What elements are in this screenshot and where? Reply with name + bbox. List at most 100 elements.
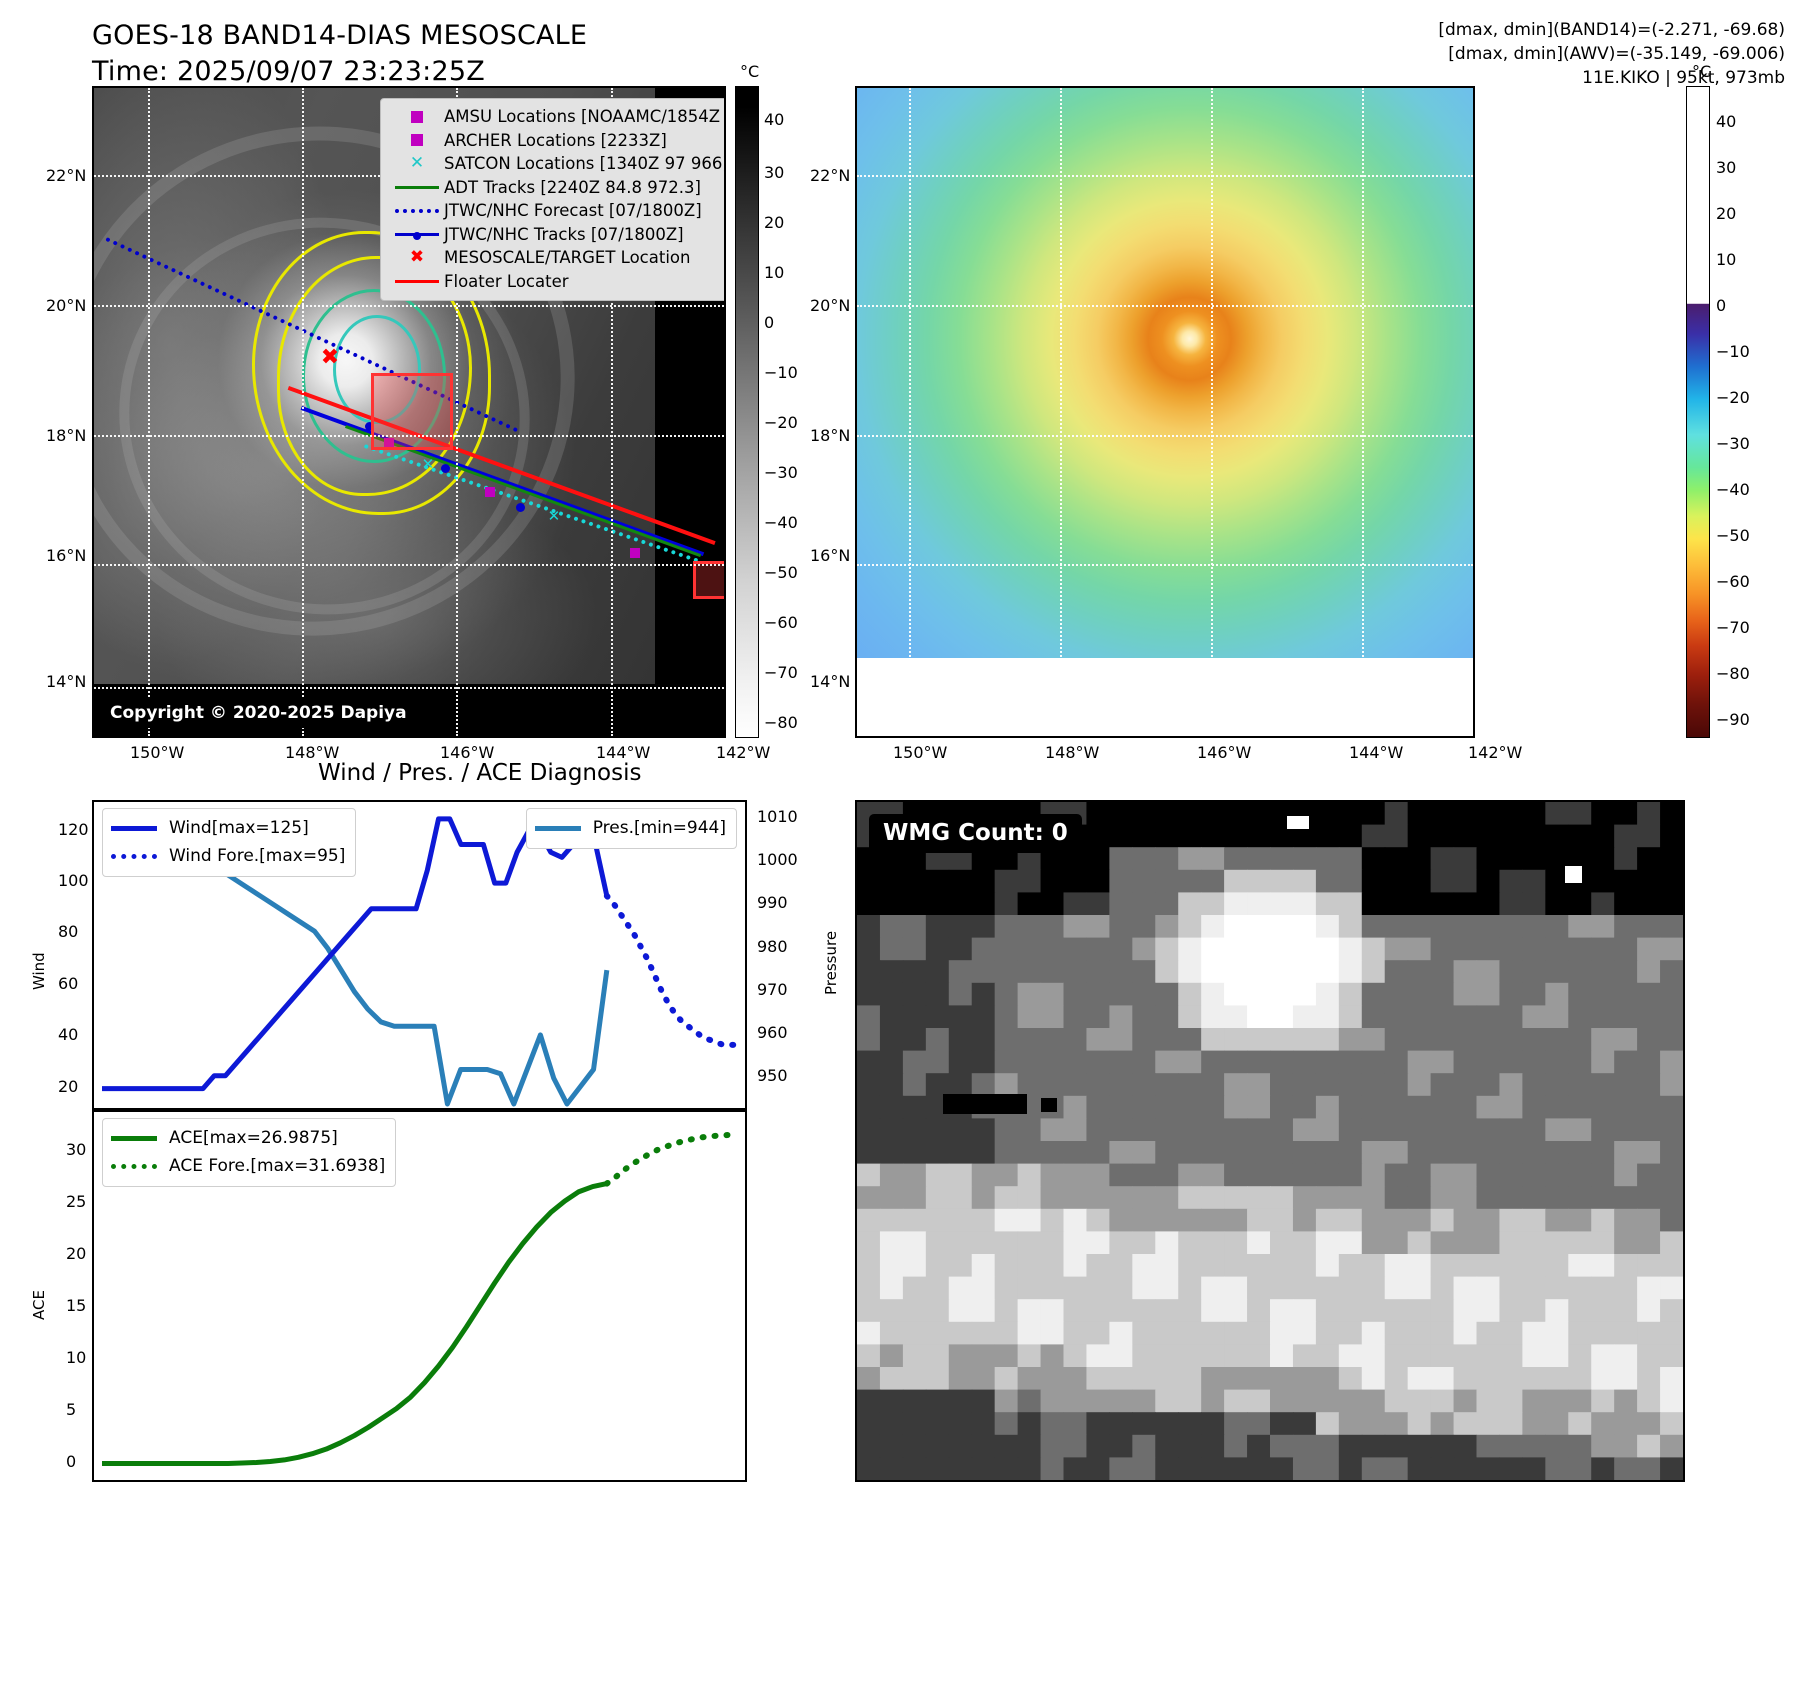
- axis-tick-label: 100: [58, 871, 89, 891]
- awv-cb-tick: −20: [1716, 388, 1750, 407]
- axis-tick-label: 980: [757, 936, 788, 956]
- legend-item: Wind[max=125]: [111, 814, 345, 842]
- line-icon: [390, 176, 444, 199]
- track-node: [516, 502, 526, 512]
- awv-xtick: 150°W: [893, 743, 948, 762]
- archer-location-marker: [484, 486, 495, 497]
- dotted-line-icon: [111, 853, 169, 859]
- awv-xtick: 144°W: [1349, 743, 1404, 762]
- dmax-band14-text: [dmax, dmin](BAND14)=(-2.271, -69.68): [1438, 20, 1785, 40]
- pressure-legend: Pres.[min=944]: [525, 808, 737, 849]
- pressure-axis-label: Pressure: [822, 930, 840, 995]
- awv-colorbar: [1686, 86, 1710, 738]
- axis-tick-label: 60: [58, 973, 79, 993]
- ir-ytick: 14°N: [46, 672, 87, 691]
- legend-item: Floater Locater: [390, 270, 724, 294]
- ir-xtick: 146°W: [440, 743, 495, 762]
- axis-tick-label: 15: [66, 1295, 87, 1315]
- wmg-panel[interactable]: WMG Count: 0: [855, 800, 1685, 1482]
- awv-ytick: 20°N: [810, 296, 851, 315]
- legend-item: ✖ MESOSCALE/TARGET Location: [390, 246, 724, 270]
- satcon-location-marker: ✕: [421, 455, 435, 474]
- wmg-count-badge: WMG Count: 0: [869, 814, 1082, 853]
- contour-cyan: [333, 314, 422, 425]
- awv-cb-tick: −10: [1716, 342, 1750, 361]
- wind-pressure-chart[interactable]: Wind[max=125] Wind Fore.[max=95] Pres.[m…: [92, 800, 747, 1110]
- legend-item: ARCHER Locations [2233Z]: [390, 129, 724, 153]
- legend-item: Wind Fore.[max=95]: [111, 842, 345, 870]
- ir-ytick: 22°N: [46, 166, 87, 185]
- ace-plot: [102, 1131, 740, 1467]
- dotted-line-icon: [111, 1163, 169, 1169]
- legend-item: AMSU Locations [NOAAMC/1854Z 129 940]: [390, 105, 724, 129]
- awv-ytick: 22°N: [810, 166, 851, 185]
- copyright-badge: Copyright © 2020-2025 Dapiya: [100, 699, 417, 728]
- awv-xtick: 148°W: [1045, 743, 1100, 762]
- page-title-block: GOES-18 BAND14-DIAS MESOSCALE Time: 2025…: [92, 18, 587, 90]
- awv-cb-tick: −70: [1716, 618, 1750, 637]
- ir-cb-tick: −50: [764, 563, 798, 582]
- awv-cb-tick: 20: [1716, 204, 1737, 223]
- line-icon: [111, 825, 169, 831]
- wind-legend: Wind[max=125] Wind Fore.[max=95]: [102, 808, 357, 877]
- axis-tick-label: 1010: [757, 806, 798, 826]
- ace-chart[interactable]: ACE[max=26.9875] ACE Fore.[max=31.6938]: [92, 1110, 747, 1482]
- ir-cb-tick: −10: [764, 363, 798, 382]
- axis-tick-label: 25: [66, 1192, 87, 1212]
- dotted-line-icon: [390, 199, 444, 222]
- dmax-awv-text: [dmax, dmin](AWV)=(-35.149, -69.006): [1448, 44, 1785, 64]
- track-node: [364, 421, 374, 431]
- awv-ytick: 14°N: [810, 672, 851, 691]
- amsu-location-marker: [383, 437, 394, 448]
- axis-tick-label: 20: [66, 1244, 87, 1264]
- axis-tick-label: 10: [66, 1347, 87, 1367]
- ir-panel-legend: AMSU Locations [NOAAMC/1854Z 129 940] AR…: [380, 98, 724, 301]
- ir-xtick: 150°W: [130, 743, 185, 762]
- red-cross-icon: ✖: [409, 247, 425, 267]
- axis-tick-label: 30: [66, 1140, 87, 1160]
- contour-yellow-2: [276, 256, 472, 496]
- awv-cb-tick: −30: [1716, 434, 1750, 453]
- ir-cb-tick: 10: [764, 263, 785, 282]
- storm-summary-text: 11E.KIKO | 95kt, 973mb: [1582, 68, 1785, 88]
- ir-xtick: 142°W: [716, 743, 771, 762]
- ir-cb-tick: 30: [764, 163, 785, 182]
- amsu-location-marker: [629, 548, 640, 559]
- wmg-classification-image: [857, 802, 1683, 1480]
- awv-panel[interactable]: [855, 86, 1475, 738]
- axis-tick-label: 990: [757, 893, 788, 913]
- mesoscale-target-box: [371, 373, 453, 451]
- cross-icon: ✕: [409, 153, 425, 173]
- awv-xtick: 146°W: [1197, 743, 1252, 762]
- wind-axis-label: Wind: [30, 952, 48, 990]
- ir-cb-tick: −20: [764, 413, 798, 432]
- awv-cb-tick: −80: [1716, 664, 1750, 683]
- page-title: GOES-18 BAND14-DIAS MESOSCALE: [92, 20, 588, 51]
- ir-xtick: 148°W: [285, 743, 340, 762]
- awv-cb-tick: 30: [1716, 158, 1737, 177]
- axis-tick-label: 120: [58, 819, 89, 839]
- track-node: [440, 463, 450, 473]
- ir-cb-tick: −70: [764, 663, 798, 682]
- page-timestamp: Time: 2025/09/07 23:23:25Z: [92, 56, 485, 87]
- axis-tick-label: 20: [58, 1076, 79, 1096]
- awv-ytick: 18°N: [810, 426, 851, 445]
- axis-tick-label: 960: [757, 1022, 788, 1042]
- ir-ytick: 20°N: [46, 296, 87, 315]
- mesoscale-target-location-marker: ✖: [320, 345, 340, 371]
- axis-tick-label: 0: [66, 1451, 77, 1471]
- axis-tick-label: 40: [58, 1025, 79, 1045]
- awv-cb-tick: −40: [1716, 480, 1750, 499]
- ir-band14-panel[interactable]: ✕ ✕ ✖ AMSU Locations [NOAAMC/1854Z 129 9…: [92, 86, 726, 738]
- awv-cb-tick: 10: [1716, 250, 1737, 269]
- ir-colorbar: [735, 86, 759, 738]
- awv-cb-tick: 0: [1716, 296, 1727, 315]
- ir-cb-tick: −80: [764, 713, 798, 732]
- ir-cb-tick: −60: [764, 613, 798, 632]
- ir-cb-tick: −30: [764, 463, 798, 482]
- awv-colorbar-unit: °C: [1692, 62, 1712, 81]
- header-stats-block: [dmax, dmin](BAND14)=(-2.271, -69.68) [d…: [1438, 18, 1785, 90]
- awv-xtick: 142°W: [1468, 743, 1523, 762]
- ir-ytick: 18°N: [46, 426, 87, 445]
- ir-cb-tick: 0: [764, 313, 775, 332]
